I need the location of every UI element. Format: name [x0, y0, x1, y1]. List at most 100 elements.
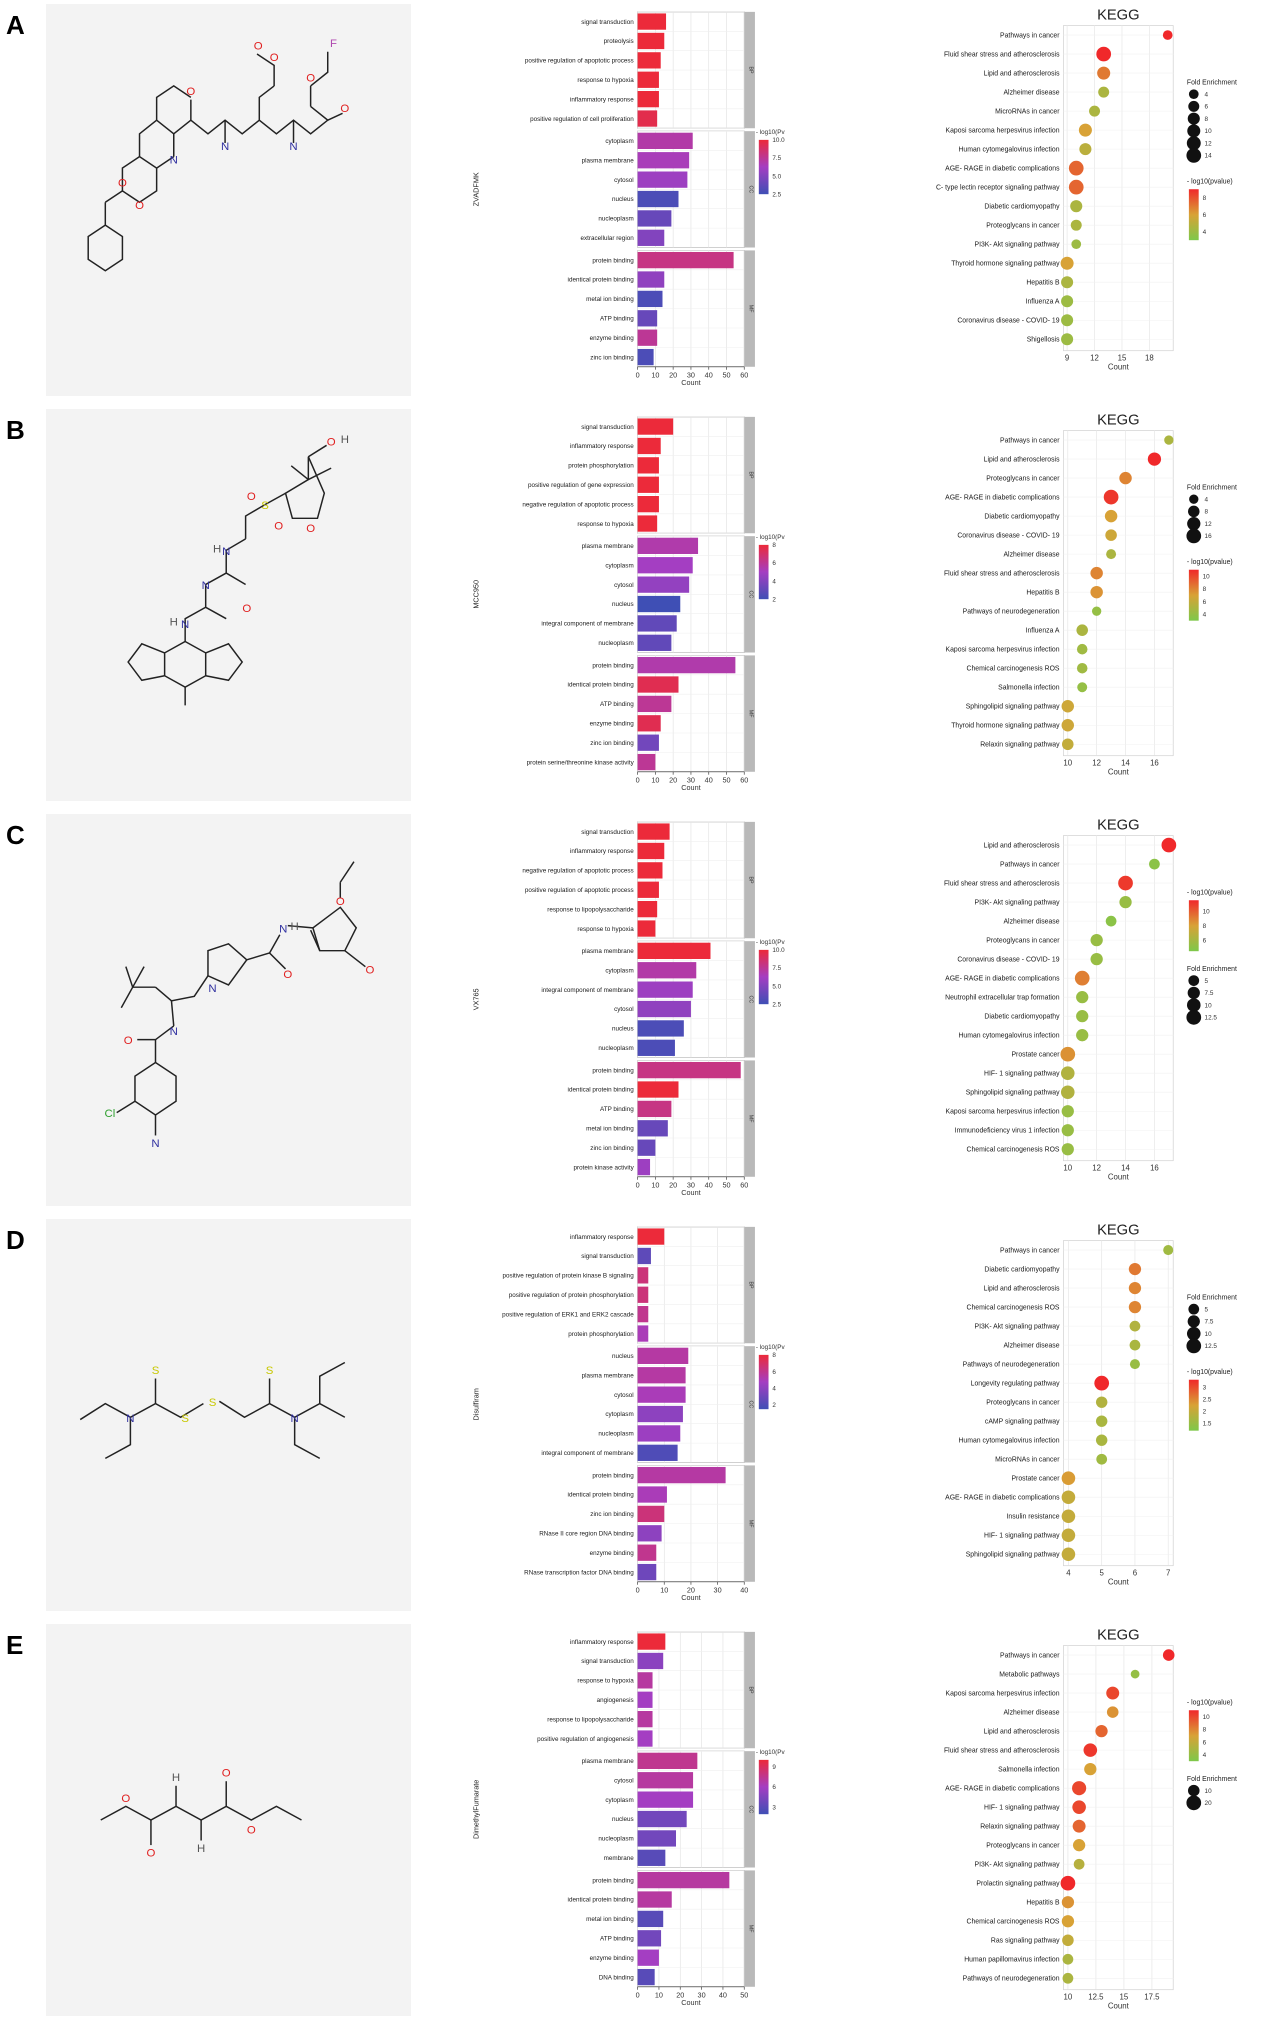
panel-letter: B — [6, 415, 25, 445]
kegg-point — [1061, 314, 1074, 327]
legend-title: - log10(Pvalue) — [756, 1749, 785, 1756]
go-bar — [637, 1910, 664, 1928]
kegg-point — [1162, 30, 1173, 40]
svg-text:O: O — [147, 1848, 156, 1860]
size-legend-dot — [1186, 1338, 1202, 1354]
svg-text:O: O — [124, 1035, 133, 1047]
kegg-point — [1074, 970, 1090, 986]
go-term-label: signal transduction — [581, 1253, 634, 1260]
go-term-label: plasma membrane — [582, 157, 635, 164]
go-term-label: extracellular region — [581, 235, 635, 242]
go-term-label: protein phosphorylation — [568, 1331, 634, 1338]
x-tick-label: 16 — [1150, 1164, 1159, 1173]
legend-tick: 10.0 — [772, 137, 785, 144]
pathway-label: Lipid and atherosclerosis — [984, 842, 1060, 849]
go-bar — [637, 901, 658, 918]
go-group-strip — [744, 1060, 755, 1177]
kegg-point — [1128, 1262, 1142, 1276]
go-group-mf: MF protein binding identical protein bindi… — [568, 1060, 755, 1178]
go-bar — [637, 1544, 657, 1561]
svg-text:N: N — [151, 1138, 159, 1150]
go-group-strip — [744, 941, 755, 1058]
pathway-label: Coronavirus disease - COVID- 19 — [957, 318, 1059, 325]
svg-text:H: H — [291, 921, 299, 933]
kegg-point — [1084, 1763, 1097, 1776]
go-term-label: RNase II core region DNA binding — [539, 1531, 634, 1538]
go-group-bp: BP inflammatory response signal transducti… — [502, 1226, 755, 1344]
x-axis-title: Count — [1108, 362, 1130, 371]
kegg-point — [1061, 1896, 1075, 1909]
compound-name: ZVADFMK — [472, 172, 481, 206]
pathway-label: Prostate cancer — [1011, 1052, 1060, 1059]
pathway-label: Sphingolipid signaling pathway — [966, 704, 1060, 711]
kegg-point — [1147, 452, 1162, 466]
legend-colorbar — [758, 139, 769, 195]
go-bar — [637, 656, 736, 674]
size-legend-label: 5 — [1205, 1306, 1209, 1313]
pathway-label: Human cytomegalovirus infection — [958, 146, 1059, 153]
go-term-label: zinc ion binding — [590, 354, 634, 361]
go-term-label: nucleoplasm — [598, 1836, 633, 1843]
x-tick-label: 50 — [740, 1990, 748, 1999]
pathway-label: Diabetic cardiomyopathy — [984, 1014, 1060, 1021]
go-term-label: ATP binding — [600, 1106, 634, 1113]
kegg-point — [1090, 933, 1103, 947]
go-term-label: protein phosphorylation — [568, 463, 634, 470]
kegg-point — [1060, 1085, 1075, 1100]
legend-tick: 3 — [772, 1805, 776, 1812]
svg-text:O: O — [247, 1825, 256, 1837]
x-axis-title: Count — [681, 1593, 700, 1602]
go-group-label: CC — [748, 1805, 754, 1813]
kegg-point — [1061, 333, 1074, 346]
color-legend-label: 6 — [1203, 1739, 1207, 1746]
kegg-point — [1076, 624, 1088, 636]
go-group-strip — [744, 11, 755, 129]
go-enrichment-bar-chart: BP inflammatory response signal transducti… — [472, 1226, 785, 1602]
go-term-label: signal transduction — [581, 829, 634, 836]
pathway-label: Kaposi sarcoma herpesvirus infection — [946, 127, 1060, 134]
go-term-label: nucleoplasm — [598, 1045, 633, 1052]
go-term-label: metal ion binding — [586, 1916, 634, 1923]
pathway-label: Fluid shear stress and atherosclerosis — [944, 1747, 1060, 1754]
kegg-point — [1128, 1300, 1142, 1314]
go-group-label: MF — [748, 710, 754, 718]
pathway-label: C- type lectin receptor signaling pathwa… — [936, 185, 1060, 192]
size-legend-label: 12 — [1205, 521, 1213, 528]
go-group-label: CC — [748, 185, 754, 193]
compound-name: MCC950 — [472, 580, 481, 609]
go-term-label: inflammatory response — [570, 443, 634, 450]
go-group-cc: CC nucleus plasma membrane cytosol cytoplasm… — [541, 1345, 755, 1463]
go-group-cc: CC cytoplasm plasma membrane cytosol nucleus… — [581, 130, 755, 248]
pathway-label: Sphingolipid signaling pathway — [966, 1552, 1060, 1559]
go-group-strip — [744, 1226, 755, 1344]
go-term-label: nucleus — [612, 1816, 634, 1823]
go-bar — [637, 920, 656, 937]
go-term-label: cytoplasm — [605, 1411, 633, 1418]
panel-letter: A — [6, 10, 25, 40]
pathway-label: MicroRNAs in cancer — [995, 1457, 1060, 1464]
x-tick-label: 10 — [1064, 1993, 1073, 2002]
go-term-label: protein serine/threonine kinase activity — [527, 759, 635, 766]
svg-text:O: O — [135, 200, 144, 212]
x-tick-label: 17.5 — [1144, 1993, 1160, 2002]
x-tick-label: 0 — [636, 1585, 640, 1594]
x-tick-label: 60 — [740, 370, 748, 379]
go-group-label: MF — [748, 1925, 754, 1933]
x-tick-label: 50 — [722, 775, 730, 784]
go-term-label: negative regulation of apoptotic process — [522, 868, 633, 875]
size-legend-title: Fold Enrichment — [1187, 79, 1237, 86]
pathway-label: Pathways in cancer — [1000, 1652, 1060, 1659]
svg-text:N: N — [170, 1026, 178, 1038]
go-term-label: enzyme binding — [590, 1955, 635, 1962]
svg-text:O: O — [270, 52, 279, 64]
color-legend-label: 10 — [1203, 1714, 1211, 1721]
color-legend-bar — [1188, 900, 1199, 952]
kegg-point — [1089, 105, 1101, 117]
pathway-label: Pathways in cancer — [1000, 861, 1060, 868]
go-term-label: metal ion binding — [586, 1126, 634, 1133]
pathway-label: Prostate cancer — [1011, 1476, 1060, 1483]
svg-text:O: O — [327, 436, 336, 448]
pathway-label: Human cytomegalovirus infection — [958, 1033, 1059, 1040]
x-tick-label: 0 — [636, 775, 640, 784]
